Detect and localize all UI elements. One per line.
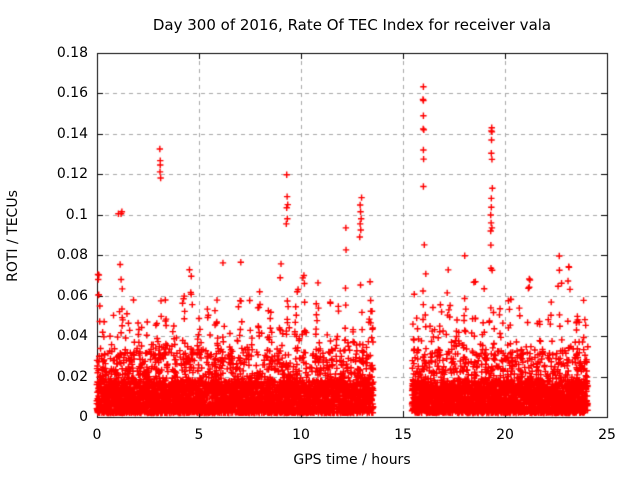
y-tick-label: 0: [79, 409, 88, 425]
x-axis-title: GPS time / hours: [293, 452, 411, 468]
y-tick-label: 0.16: [56, 85, 88, 102]
x-tick-label: 10: [292, 427, 310, 443]
y-tick-label: 0.14: [56, 125, 88, 142]
y-tick-label: 0.06: [56, 287, 88, 304]
chart-title: Day 300 of 2016, Rate Of TEC Index for r…: [152, 16, 552, 34]
y-tick-label: 0.02: [56, 368, 88, 385]
x-tick-label: 0: [92, 427, 102, 443]
y-tick-label: 0.12: [56, 166, 88, 183]
y-tick-label: 0.18: [56, 45, 88, 61]
x-tick-label: 5: [194, 427, 204, 443]
x-tick-label: 20: [496, 427, 514, 443]
x-tick-label: 25: [598, 427, 616, 443]
y-tick-label: 0.08: [56, 247, 88, 264]
x-tick-label: 15: [394, 427, 412, 443]
y-tick-label: 0.1: [65, 206, 88, 223]
y-tick-label: 0.04: [56, 328, 88, 345]
